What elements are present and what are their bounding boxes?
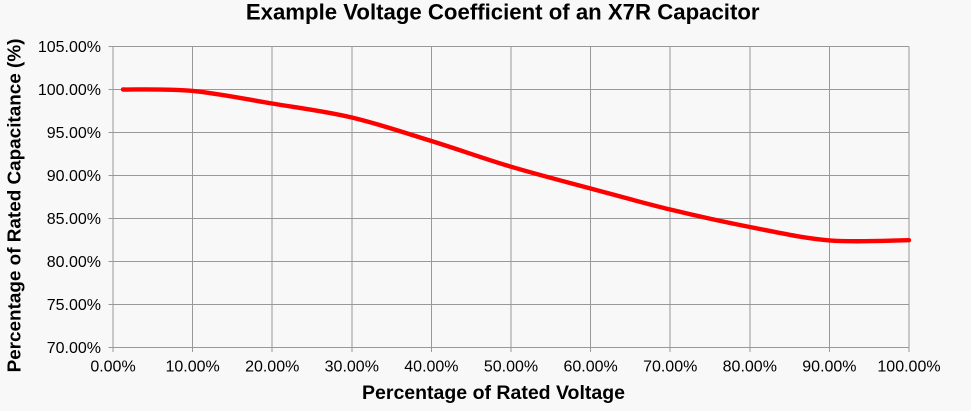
svg-text:50.00%: 50.00%: [484, 358, 538, 375]
svg-text:60.00%: 60.00%: [563, 358, 617, 375]
svg-text:105.00%: 105.00%: [38, 39, 101, 56]
svg-text:10.00%: 10.00%: [165, 358, 219, 375]
svg-text:30.00%: 30.00%: [325, 358, 379, 375]
svg-text:100.00%: 100.00%: [877, 358, 940, 375]
svg-text:20.00%: 20.00%: [245, 358, 299, 375]
svg-text:Example Voltage Coefficient of: Example Voltage Coefficient of an X7R Ca…: [246, 0, 760, 24]
svg-text:85.00%: 85.00%: [47, 211, 101, 228]
svg-text:80.00%: 80.00%: [723, 358, 777, 375]
svg-text:95.00%: 95.00%: [47, 125, 101, 142]
svg-text:Percentage of Rated Capacitanc: Percentage of Rated Capacitance (%): [5, 39, 26, 373]
svg-text:100.00%: 100.00%: [38, 82, 101, 99]
svg-text:90.00%: 90.00%: [47, 168, 101, 185]
svg-text:40.00%: 40.00%: [404, 358, 458, 375]
svg-text:70.00%: 70.00%: [47, 340, 101, 357]
svg-text:Percentage of Rated Voltage: Percentage of Rated Voltage: [362, 382, 625, 404]
svg-text:0.00%: 0.00%: [90, 358, 135, 375]
svg-text:75.00%: 75.00%: [47, 297, 101, 314]
svg-text:80.00%: 80.00%: [47, 254, 101, 271]
svg-text:70.00%: 70.00%: [643, 358, 697, 375]
svg-text:90.00%: 90.00%: [802, 358, 856, 375]
